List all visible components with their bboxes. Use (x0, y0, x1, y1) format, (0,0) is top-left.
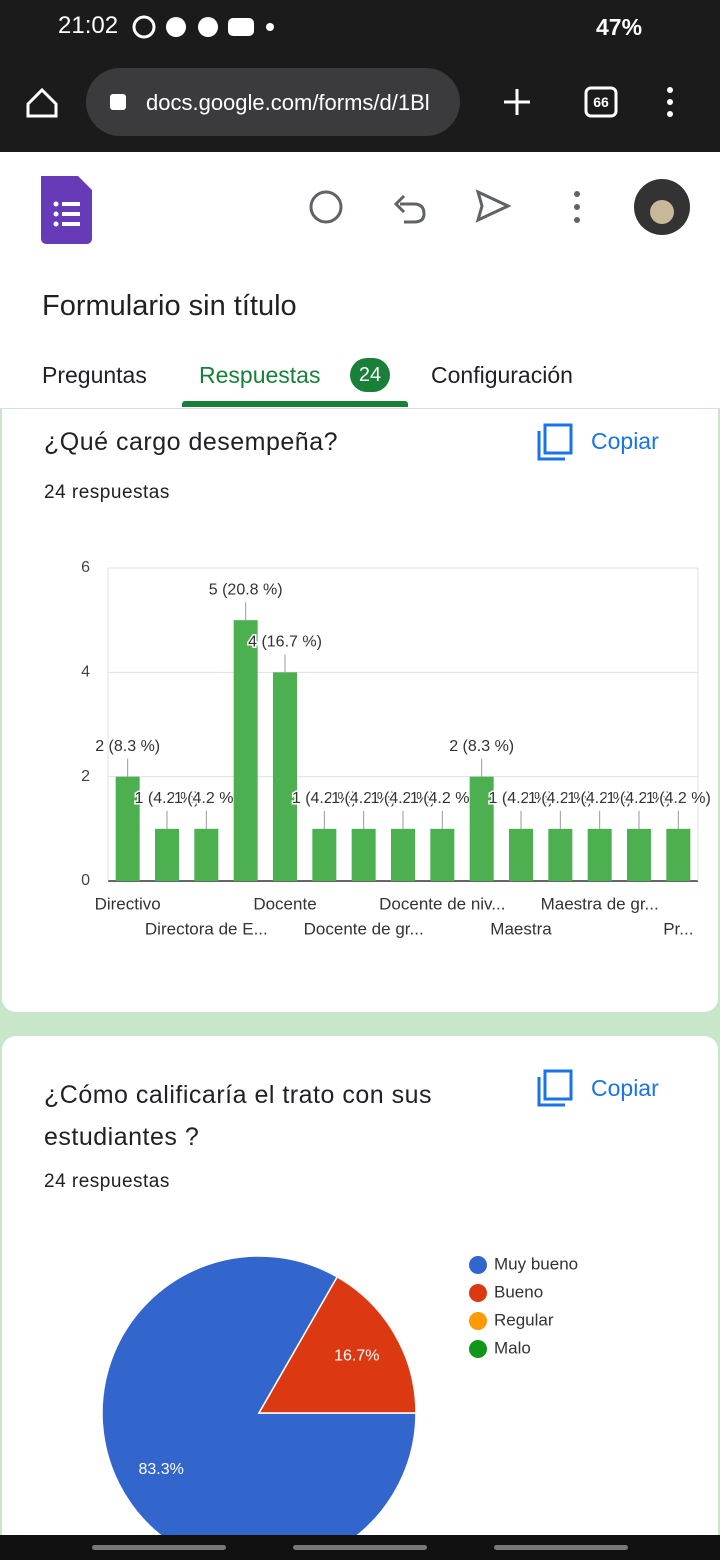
x-tick-label: Docente de gr... (304, 919, 424, 938)
data-label: 1 (4.2 %) (607, 790, 672, 807)
pie-slice (101, 1255, 417, 1535)
x-tick-label: Docente de niv... (379, 894, 505, 913)
bar (233, 620, 258, 881)
y-tick-label: 4 (81, 664, 90, 681)
bar (469, 776, 494, 881)
bar (509, 828, 533, 881)
copy-icon (537, 1069, 573, 1107)
form-title: Formulario sin título (42, 290, 297, 322)
bar (155, 828, 179, 881)
data-label: 1 (4.2 %) (331, 790, 396, 807)
clock: 21:02 (58, 12, 119, 39)
question-card (2, 409, 718, 1012)
battery: 47% (596, 14, 643, 40)
tab-indicator (182, 401, 408, 407)
data-label: 1 (4.2 %) (410, 790, 475, 807)
legend-swatch (469, 1256, 487, 1274)
browser-icons (26, 15, 673, 118)
nav-pill (293, 1545, 427, 1550)
tab[interactable]: Preguntas (42, 362, 147, 388)
data-label: 1 (4.2 %) (135, 790, 200, 807)
y-tick-label: 0 (81, 872, 90, 889)
url-bar[interactable] (86, 68, 460, 136)
legend-swatch (469, 1312, 487, 1330)
legend-label: Malo (494, 1338, 531, 1357)
bar (587, 828, 612, 881)
x-tick-label: Maestra de gr... (541, 894, 659, 913)
bar (115, 776, 140, 881)
bar (312, 828, 337, 881)
bar (194, 828, 219, 881)
copy-icon (537, 423, 573, 461)
nav-pill (92, 1545, 226, 1550)
data-label: 1 (4.2 %) (292, 790, 357, 807)
data-label: 2 (8.3 %) (449, 738, 514, 755)
bar (548, 828, 573, 881)
data-label: 1 (4.2 %) (646, 790, 711, 807)
slice-label: 16.7% (334, 1348, 379, 1365)
legend-swatch (469, 1340, 487, 1358)
response-count: 24 respuestas (44, 1171, 170, 1192)
copy-button[interactable]: Copiar (591, 1075, 659, 1101)
url: docs.google.com/forms/d/1Bl (146, 90, 430, 115)
x-tick-label: Docente (253, 894, 316, 913)
tab-count[interactable]: 66 (593, 94, 609, 110)
lock-icon (110, 94, 126, 110)
tab-active[interactable]: Respuestas (199, 362, 321, 388)
bar (391, 828, 415, 881)
copy-button[interactable]: Copiar (591, 428, 659, 454)
legend-label: Muy bueno (494, 1254, 578, 1273)
nav-pill (494, 1545, 628, 1550)
bar (430, 828, 455, 881)
bar (666, 828, 691, 881)
data-label: 1 (4.2 %) (371, 790, 436, 807)
data-label: 1 (4.2 %) (174, 790, 239, 807)
data-label: 1 (4.2 %) (528, 790, 593, 807)
header-icons (41, 176, 690, 244)
data-label: 5 (20.8 %) (209, 581, 283, 598)
pie-slice (257, 1275, 417, 1414)
data-label: 1 (4.2 %) (567, 790, 632, 807)
legend-swatch (469, 1284, 487, 1302)
response-badge: 24 (350, 358, 390, 392)
x-tick-label: Directora de E... (145, 919, 268, 938)
bar (273, 672, 297, 881)
y-tick-label: 6 (81, 559, 90, 576)
question-title: ¿Qué cargo desempeña? (44, 428, 339, 456)
tab[interactable]: Configuración (431, 362, 573, 388)
pie-chart: 83.3% Muy bueno 16.7% Bueno Regular Malo (101, 1254, 578, 1535)
bar (627, 828, 651, 881)
data-label: 1 (4.2 %) (489, 790, 554, 807)
x-tick-label: Directivo (95, 894, 161, 913)
slice-label: 83.3% (138, 1461, 183, 1478)
y-tick-label: 2 (81, 768, 90, 785)
data-label: 2 (8.3 %) (95, 738, 160, 755)
legend-label: Bueno (494, 1282, 543, 1301)
bar (351, 828, 376, 881)
response-count: 24 respuestas (44, 482, 170, 503)
legend-label: Regular (494, 1310, 554, 1329)
x-tick-label: Maestra (490, 919, 552, 938)
x-tick-label: Pr... (663, 919, 693, 938)
question-title: ¿Cómo calificaría el trato con sus estud… (44, 1081, 432, 1151)
data-label: 4 (16.7 %) (248, 634, 322, 651)
